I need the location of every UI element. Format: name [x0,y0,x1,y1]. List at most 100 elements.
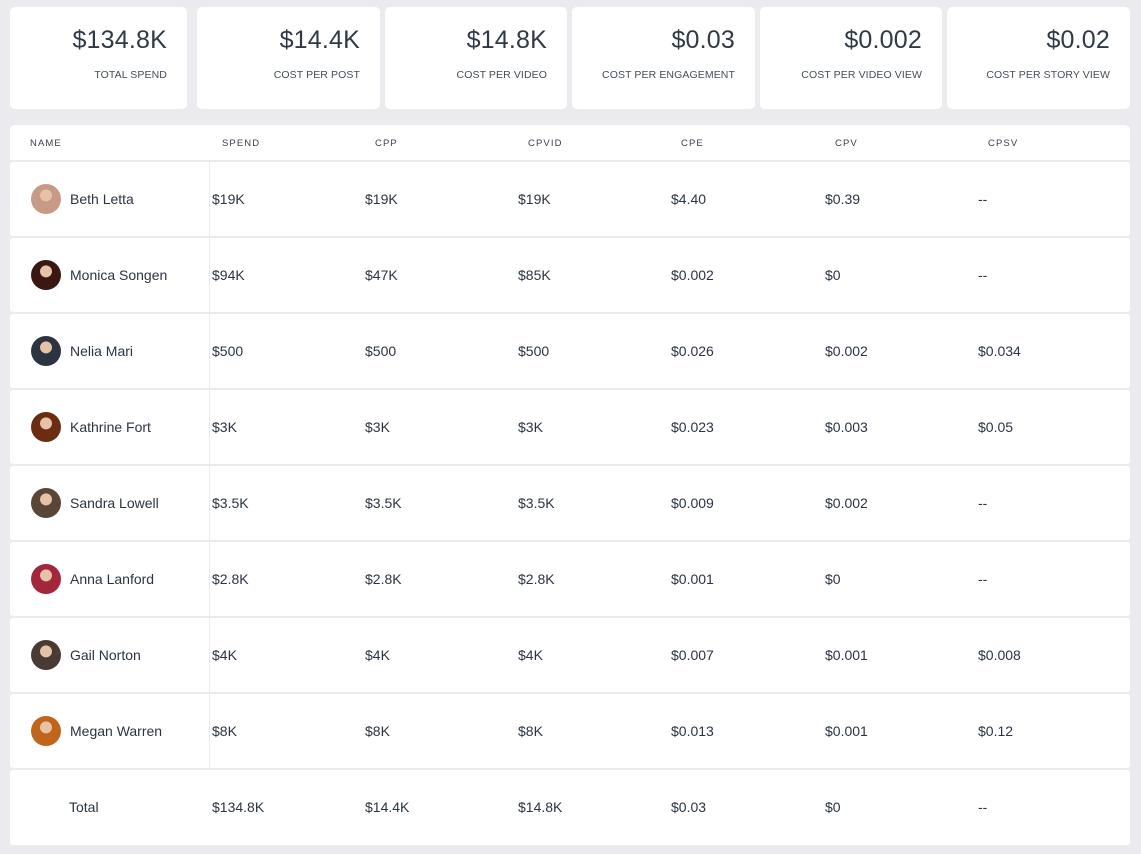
avatar[interactable] [31,488,61,518]
cell-cpv: $0.003 [825,419,868,435]
column-header-cpsv[interactable]: CPSV [988,138,1019,149]
creator-name[interactable]: Kathrine Fort [70,419,151,435]
cell-cpe: $0.023 [671,419,714,435]
avatar[interactable] [31,184,61,214]
cell-spend: $19K [212,191,245,207]
cell-cpe: $0.013 [671,723,714,739]
cell-cpp: $47K [365,267,398,283]
cell-cpv: $0.002 [825,495,868,511]
avatar[interactable] [31,336,61,366]
cell-spend: $3.5K [212,495,249,511]
summary-cards: $134.8K TOTAL SPEND $14.4K COST PER POST… [10,7,1130,109]
column-divider [209,466,210,540]
cell-cpvid: $2.8K [518,571,555,587]
cell-cpsv: $0.12 [978,723,1014,739]
cell-cpp: $3.5K [365,495,402,511]
table-row[interactable]: Anna Lanford $2.8K $2.8K $2.8K $0.001 $0 -- [10,542,1130,616]
table-row[interactable]: Megan Warren $8K $8K $8K $0.013 $0.001 $0.12 [10,694,1130,768]
cell-cpvid: $3.5K [518,495,555,511]
cell-spend: $3K [212,419,237,435]
total-cpe: $0.03 [671,799,707,815]
cell-cpsv: $0.034 [978,343,1021,359]
cell-cpp: $8K [365,723,390,739]
creator-name[interactable]: Sandra Lowell [70,495,159,511]
cell-cpsv: -- [978,571,988,587]
summary-card-cost-per-engagement: $0.03 COST PER ENGAGEMENT [572,7,755,109]
cell-cpv: $0 [825,571,841,587]
avatar[interactable] [31,640,61,670]
cell-cpp: $19K [365,191,398,207]
cell-cpv: $0 [825,267,841,283]
avatar[interactable] [31,412,61,442]
summary-label: COST PER VIDEO [456,69,547,81]
summary-label: COST PER ENGAGEMENT [602,69,735,81]
table-row[interactable]: Beth Letta $19K $19K $19K $4.40 $0.39 -- [10,162,1130,236]
column-divider [209,314,210,388]
avatar[interactable] [31,716,61,746]
column-divider [209,694,210,768]
cell-cpv: $0.002 [825,343,868,359]
table-row[interactable]: Kathrine Fort $3K $3K $3K $0.023 $0.003 $0.05 [10,390,1130,464]
cell-cpvid: $4K [518,647,543,663]
cell-cpsv: -- [978,191,988,207]
summary-card-cost-per-video-view: $0.002 COST PER VIDEO VIEW [760,7,942,109]
cell-cpvid: $8K [518,723,543,739]
creator-name[interactable]: Megan Warren [70,723,163,739]
cell-cpv: $0.001 [825,723,868,739]
summary-value: $0.02 [1046,26,1110,54]
summary-value: $0.03 [671,26,735,54]
cell-spend: $94K [212,267,245,283]
cell-cpe: $0.002 [671,267,714,283]
table-row[interactable]: Sandra Lowell $3.5K $3.5K $3.5K $0.009 $0.002… [10,466,1130,540]
cell-cpvid: $19K [518,191,551,207]
creator-name[interactable]: Anna Lanford [70,571,155,587]
column-divider [209,542,210,616]
summary-label: TOTAL SPEND [94,69,167,81]
creator-name[interactable]: Nelia Mari [70,343,134,359]
summary-value: $14.8K [466,26,547,54]
total-cpp: $14.4K [365,799,410,815]
table-row[interactable]: Nelia Mari $500 $500 $500 $0.026 $0.002 $0.034 [10,314,1130,388]
cell-cpe: $4.40 [671,191,707,207]
column-header-cpp[interactable]: CPP [375,138,398,149]
column-divider [209,162,210,236]
cell-spend: $500 [212,343,244,359]
cell-cpp: $2.8K [365,571,402,587]
table-header: NAME SPEND CPP CPVID CPE CPV CPSV [10,125,1130,160]
cell-cpe: $0.001 [671,571,714,587]
table-total-row: Total $134.8K $14.4K $14.8K $0.03 $0 -- [10,770,1130,845]
cell-cpp: $500 [365,343,397,359]
total-cpv: $0 [825,799,841,815]
summary-value: $14.4K [279,26,360,54]
summary-card-total-spend: $134.8K TOTAL SPEND [10,7,187,109]
summary-card-cost-per-video: $14.8K COST PER VIDEO [385,7,567,109]
summary-card-cost-per-story-view: $0.02 COST PER STORY VIEW [947,7,1130,109]
summary-label: COST PER POST [273,69,360,81]
total-cpvid: $14.8K [518,799,563,815]
column-header-cpvid[interactable]: CPVID [528,138,563,149]
column-divider [209,618,210,692]
cell-cpv: $0.39 [825,191,861,207]
table-row[interactable]: Monica Songen $94K $47K $85K $0.002 $0 -- [10,238,1130,312]
column-header-cpe[interactable]: CPE [681,138,704,149]
cell-cpsv: -- [978,267,988,283]
creator-name[interactable]: Monica Songen [70,267,168,283]
total-cpsv: -- [978,799,988,815]
avatar[interactable] [31,260,61,290]
summary-label: COST PER VIDEO VIEW [801,69,922,81]
total-label: Total [69,799,99,815]
column-header-name[interactable]: NAME [30,138,62,149]
table-row[interactable]: Gail Norton $4K $4K $4K $0.007 $0.001 $0.008 [10,618,1130,692]
cell-cpe: $0.026 [671,343,714,359]
summary-label: COST PER STORY VIEW [986,69,1110,81]
cell-spend: $8K [212,723,237,739]
cell-cpvid: $85K [518,267,551,283]
column-header-cpv[interactable]: CPV [835,138,858,149]
cell-cpp: $3K [365,419,390,435]
creator-name[interactable]: Beth Letta [70,191,134,207]
cell-cpvid: $500 [518,343,550,359]
avatar[interactable] [31,564,61,594]
creator-name[interactable]: Gail Norton [70,647,141,663]
cell-cpv: $0.001 [825,647,868,663]
column-header-spend[interactable]: SPEND [222,138,261,149]
